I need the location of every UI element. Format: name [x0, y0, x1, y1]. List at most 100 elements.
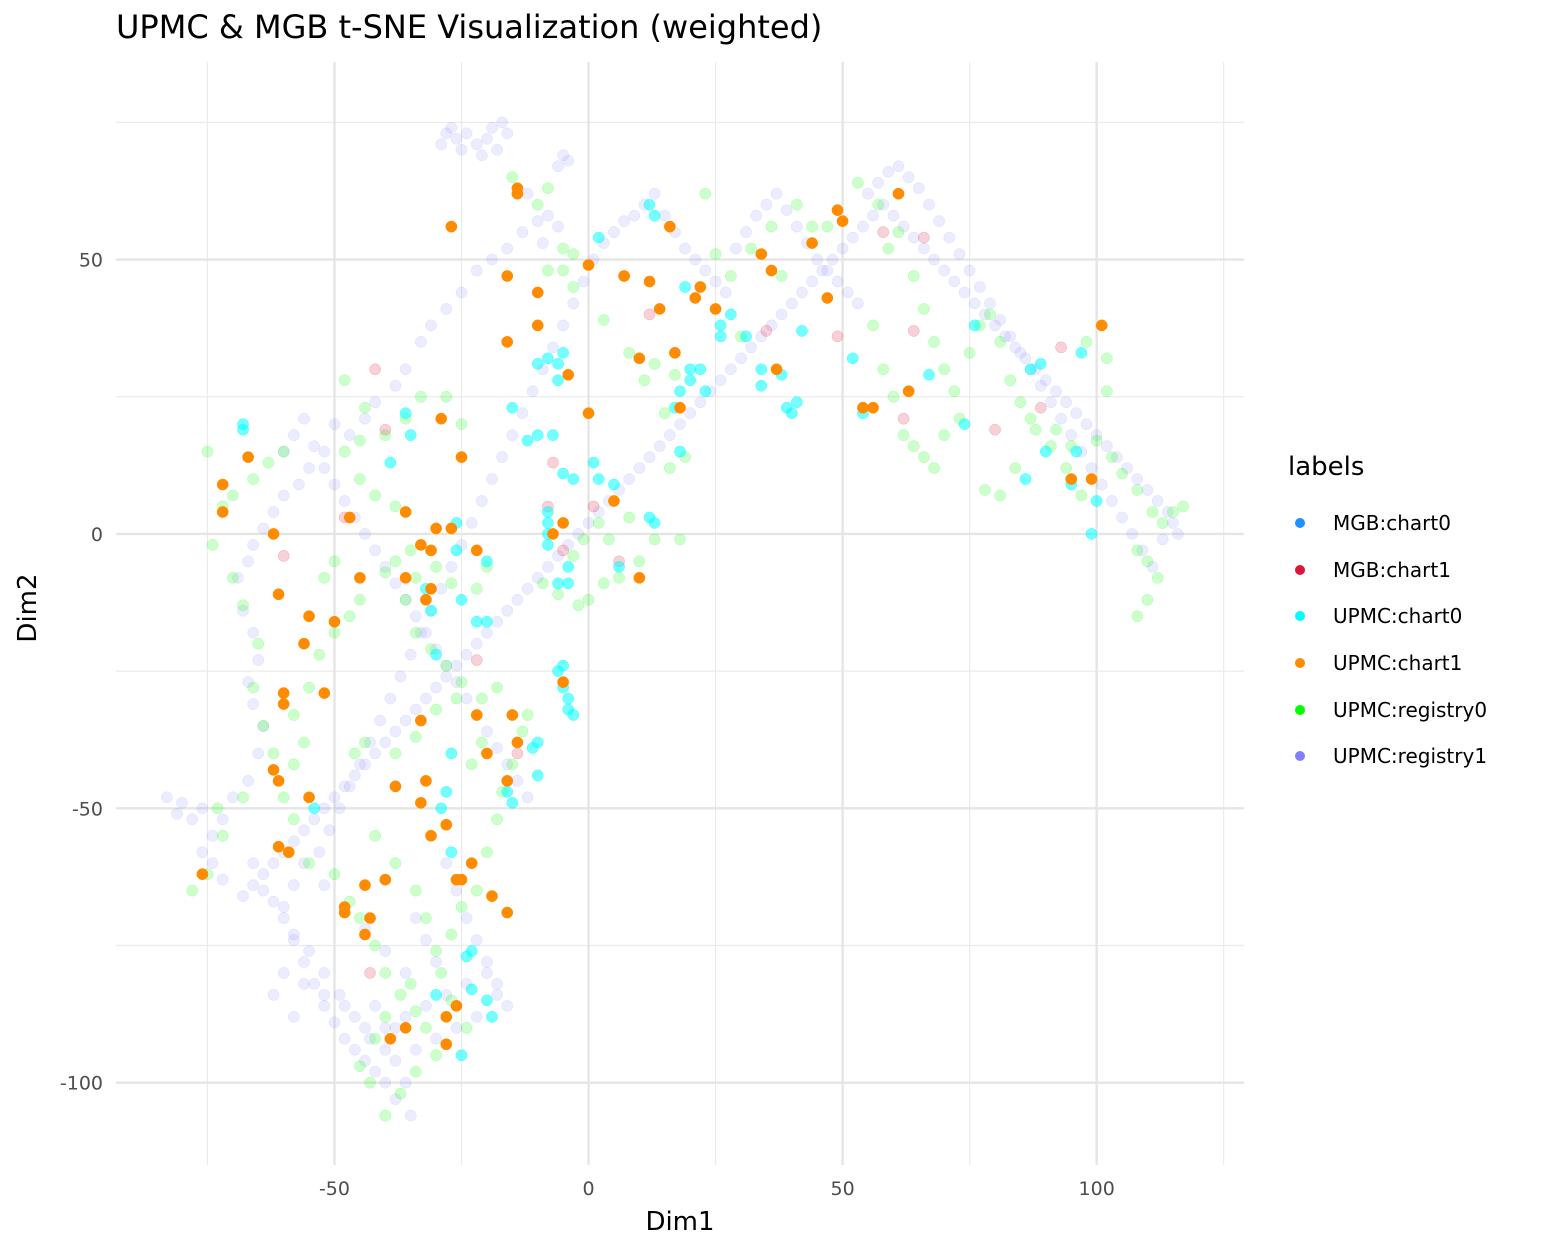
point-upmc-registry1	[486, 253, 498, 266]
point-upmc-chart1	[674, 401, 686, 414]
point-upmc-chart0	[445, 846, 458, 859]
point-upmc-registry0	[1167, 506, 1179, 518]
point-upmc-registry1	[384, 692, 397, 705]
point-upmc-chart0	[455, 593, 468, 606]
point-upmc-chart0	[567, 709, 580, 721]
point-upmc-registry1	[404, 1109, 417, 1122]
point-upmc-chart1	[399, 1021, 412, 1034]
point-upmc-chart1	[755, 248, 768, 260]
point-upmc-registry0	[791, 198, 803, 211]
point-upmc-registry0	[536, 577, 549, 590]
point-upmc-chart0	[1034, 357, 1047, 370]
point-upmc-registry1	[379, 561, 392, 573]
point-upmc-registry0	[516, 725, 529, 738]
point-upmc-registry1	[379, 1021, 392, 1034]
point-upmc-registry1	[338, 1000, 351, 1012]
point-upmc-registry0	[303, 857, 315, 870]
point-upmc-registry1	[862, 187, 874, 200]
point-upmc-chart0	[562, 692, 575, 705]
point-upmc-registry1	[176, 796, 188, 809]
point-upmc-registry0	[379, 1109, 392, 1122]
point-upmc-chart1	[694, 281, 707, 293]
point-upmc-chart0	[1075, 346, 1088, 359]
point-upmc-registry1	[486, 122, 498, 134]
point-upmc-chart1	[272, 775, 285, 787]
point-upmc-registry0	[328, 868, 341, 881]
point-upmc-chart0	[648, 209, 661, 222]
point-upmc-registry1	[171, 807, 183, 820]
point-upmc-registry1	[440, 659, 453, 672]
point-upmc-registry0	[354, 473, 366, 485]
point-upmc-registry1	[577, 275, 590, 288]
point-upmc-chart0	[562, 577, 575, 590]
point-upmc-registry1	[1004, 330, 1017, 343]
point-upmc-chart1	[272, 588, 285, 601]
point-upmc-registry1	[755, 330, 768, 343]
point-upmc-registry0	[359, 736, 371, 749]
point-upmc-registry0	[379, 967, 392, 979]
point-upmc-registry1	[948, 275, 961, 288]
point-upmc-registry0	[1141, 555, 1154, 568]
point-upmc-chart1	[836, 215, 849, 227]
point-upmc-registry1	[206, 857, 219, 870]
point-upmc-registry0	[567, 281, 580, 293]
point-upmc-registry1	[633, 462, 646, 474]
y-tick-label: 50	[79, 250, 103, 272]
legend-label: UPMC:registry1	[1333, 744, 1488, 769]
point-upmc-chart1	[557, 517, 569, 529]
point-upmc-registry0	[1141, 593, 1154, 606]
point-upmc-registry0	[597, 314, 610, 326]
legend-key-icon	[1295, 658, 1305, 669]
point-upmc-registry1	[481, 967, 493, 979]
point-upmc-registry1	[455, 286, 468, 299]
point-upmc-registry0	[262, 456, 275, 469]
x-tick-label: 100	[1079, 1178, 1115, 1200]
point-upmc-registry1	[196, 846, 209, 859]
x-tick-label: -50	[319, 1178, 350, 1200]
point-upmc-registry1	[760, 198, 773, 211]
point-upmc-registry0	[354, 1060, 366, 1073]
point-upmc-registry1	[521, 187, 534, 200]
point-upmc-registry1	[328, 1016, 341, 1029]
point-upmc-registry1	[216, 873, 229, 886]
point-upmc-registry0	[623, 511, 636, 524]
point-upmc-registry1	[308, 440, 321, 452]
point-upmc-registry0	[1004, 374, 1017, 387]
point-upmc-registry0	[394, 989, 407, 1001]
point-upmc-registry1	[445, 561, 458, 573]
point-upmc-registry1	[399, 593, 412, 606]
point-upmc-chart1	[435, 412, 448, 425]
point-upmc-chart0	[435, 802, 448, 815]
point-upmc-registry1	[496, 451, 509, 463]
point-upmc-chart1	[338, 906, 351, 919]
point-upmc-registry1	[303, 945, 315, 957]
point-upmc-chart1	[465, 857, 478, 870]
point-mgb-chart1	[1034, 401, 1047, 414]
point-upmc-registry1	[257, 522, 270, 535]
point-upmc-registry1	[267, 506, 280, 518]
point-upmc-registry1	[562, 539, 575, 551]
point-upmc-chart0	[567, 473, 580, 485]
point-upmc-registry1	[846, 231, 859, 244]
legend-label: UPMC:chart1	[1333, 651, 1463, 676]
point-upmc-chart0	[785, 407, 798, 420]
point-upmc-registry1	[237, 604, 249, 617]
point-upmc-chart1	[440, 1038, 453, 1051]
point-upmc-chart0	[592, 231, 605, 244]
point-upmc-registry0	[531, 198, 544, 211]
point-upmc-registry1	[1172, 528, 1184, 540]
point-upmc-registry0	[420, 912, 432, 924]
point-upmc-registry0	[882, 242, 895, 255]
point-upmc-registry1	[628, 209, 641, 222]
point-upmc-chart0	[425, 604, 437, 617]
point-upmc-registry1	[709, 275, 722, 288]
point-upmc-registry0	[1131, 610, 1144, 623]
point-upmc-registry1	[877, 198, 890, 211]
point-upmc-registry1	[765, 319, 778, 332]
point-upmc-registry1	[557, 149, 569, 162]
point-upmc-registry1	[430, 956, 442, 968]
point-upmc-registry0	[938, 363, 951, 376]
y-tick-labels: -100 -50 0 50	[60, 250, 103, 1095]
point-upmc-registry1	[984, 297, 996, 310]
point-upmc-registry1	[389, 1093, 402, 1105]
